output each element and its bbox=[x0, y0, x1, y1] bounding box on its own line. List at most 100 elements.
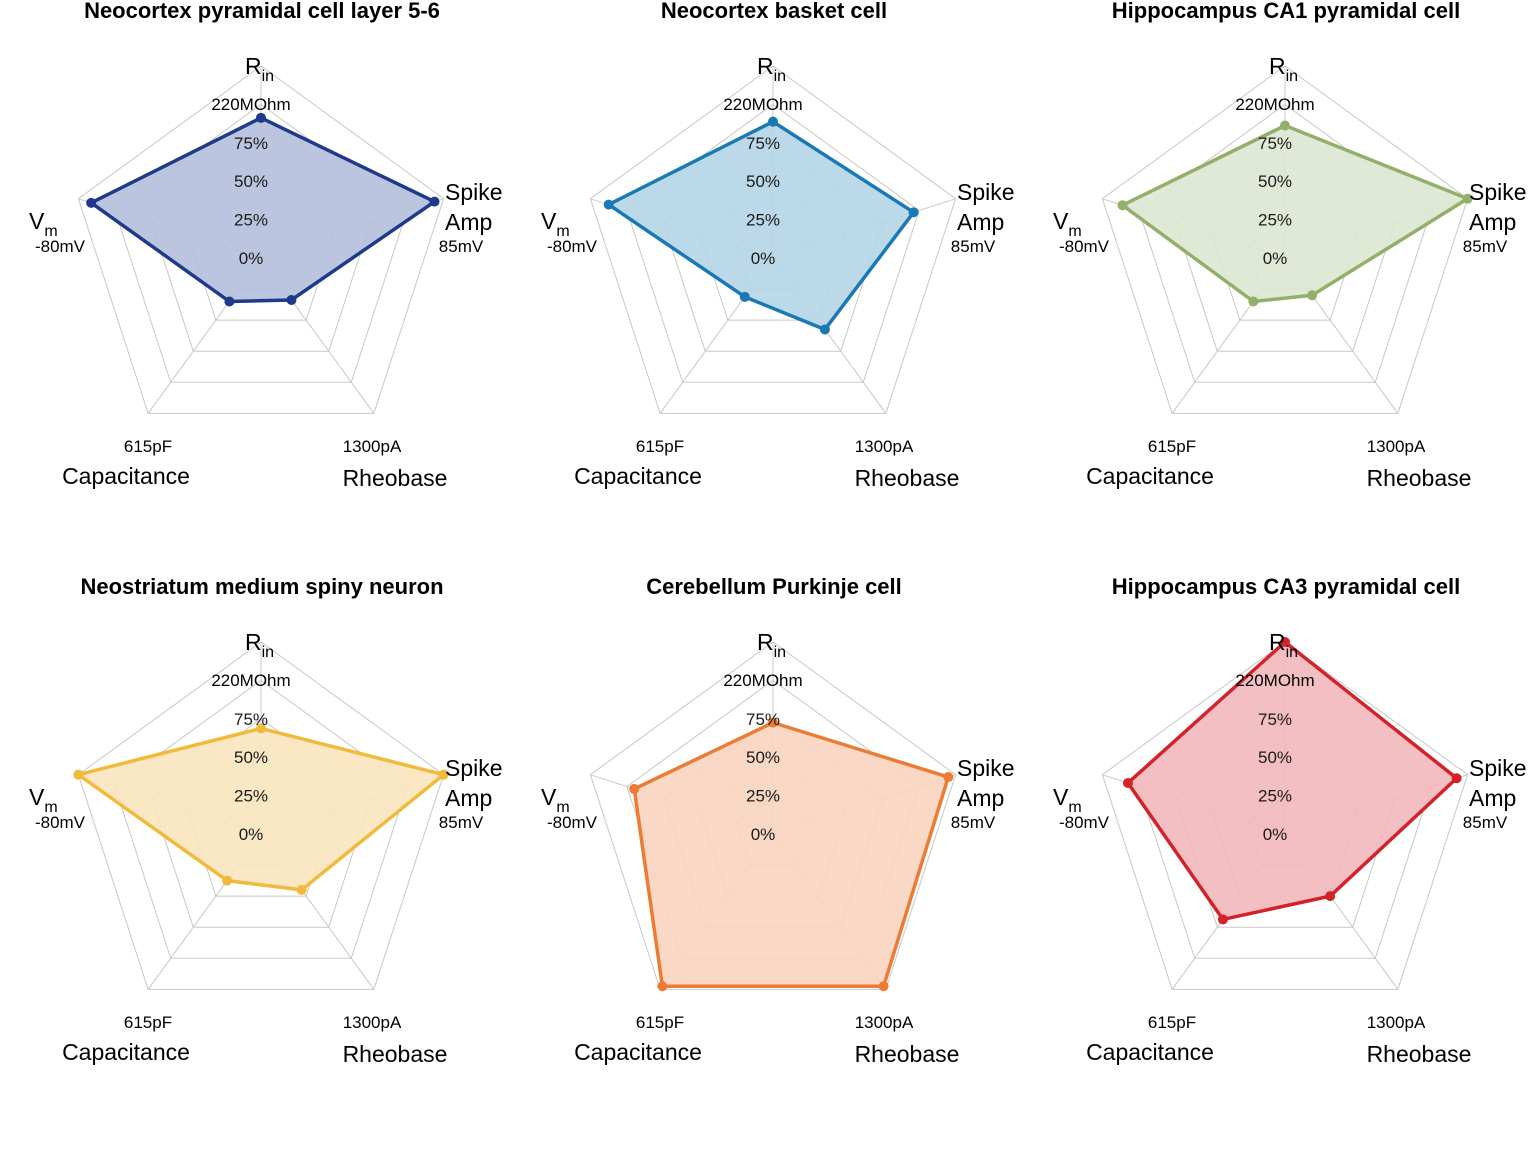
data-point-3 bbox=[819, 324, 830, 335]
axis-max-label: 85mV bbox=[439, 237, 484, 256]
axis-name-sub: m bbox=[44, 799, 57, 816]
series-polygon bbox=[89, 116, 437, 304]
axis-name-sub: m bbox=[556, 223, 569, 240]
data-point-4 bbox=[657, 981, 668, 992]
axis-name-main: V bbox=[541, 784, 557, 810]
tick-label: 50% bbox=[746, 748, 780, 767]
axis-max-label: 1300pA bbox=[855, 437, 914, 456]
axis-max-label: 220MOhm bbox=[211, 671, 290, 690]
axis-max-label: 1300pA bbox=[1367, 437, 1426, 456]
data-point-1 bbox=[256, 112, 266, 123]
grid-ring-5 bbox=[77, 65, 445, 414]
axis-max-label: 1300pA bbox=[343, 437, 402, 456]
axis-max-label: 220MOhm bbox=[1235, 95, 1314, 114]
data-point-4 bbox=[222, 875, 233, 886]
data-point-3 bbox=[286, 294, 297, 305]
tick-label: 25% bbox=[234, 787, 268, 806]
axis-max-label: 615pF bbox=[124, 437, 172, 456]
axis-name-rin: Rin bbox=[245, 629, 274, 661]
axis-max-label: -80mV bbox=[35, 813, 86, 832]
axis-max-label: 85mV bbox=[1463, 813, 1508, 832]
tick-label: 50% bbox=[746, 172, 780, 191]
data-point-1 bbox=[768, 116, 778, 127]
tick-label: 75% bbox=[1258, 710, 1292, 729]
axis-max-label: 85mV bbox=[951, 813, 996, 832]
radar-panel-2: Neocortex basket cell 0% 25% 50% 75% 220MOhm 8… bbox=[541, 0, 1015, 491]
axis-name-main: V bbox=[29, 208, 45, 234]
data-point-4 bbox=[1248, 296, 1259, 307]
tick-label: 0% bbox=[239, 249, 264, 268]
series-polygon bbox=[76, 726, 446, 892]
panel-title: Neostriatum medium spiny neuron bbox=[80, 574, 443, 599]
axis-name-amp: Amp bbox=[957, 785, 1004, 811]
data-point-5 bbox=[86, 197, 97, 208]
axis-max-label: -80mV bbox=[35, 237, 86, 256]
axis-name-main: R bbox=[1269, 53, 1286, 79]
axis-name-amp: Amp bbox=[957, 209, 1004, 235]
axis-name-spike: Spike bbox=[1469, 755, 1527, 781]
data-point-4 bbox=[1217, 914, 1228, 925]
axis-name-vm: Vm bbox=[1053, 208, 1082, 240]
axis-name-sub: in bbox=[774, 644, 786, 661]
data-point-5 bbox=[629, 783, 640, 794]
axis-name-rin: Rin bbox=[1269, 629, 1298, 661]
axis-name-main: V bbox=[1053, 208, 1069, 234]
tick-label: 50% bbox=[234, 748, 268, 767]
axis-name-main: R bbox=[245, 53, 262, 79]
data-point-1 bbox=[1280, 637, 1290, 647]
axis-name-main: R bbox=[757, 629, 774, 655]
axis-name-rheobase: Rheobase bbox=[343, 1041, 448, 1067]
axis-name-spike: Spike bbox=[1469, 179, 1527, 205]
data-point-5 bbox=[603, 199, 614, 210]
data-point-2 bbox=[438, 769, 449, 780]
axis-name-sub: m bbox=[556, 799, 569, 816]
axis-max-label: 615pF bbox=[636, 1013, 684, 1032]
data-point-2 bbox=[943, 772, 954, 783]
axis-name-vm: Vm bbox=[29, 208, 58, 240]
tick-label: 50% bbox=[1258, 748, 1292, 767]
axis-name-main: V bbox=[29, 784, 45, 810]
axis-name-rin: Rin bbox=[245, 53, 274, 85]
axis-name-rin: Rin bbox=[757, 629, 786, 661]
data-point-1 bbox=[1280, 120, 1290, 131]
tick-label: 0% bbox=[751, 249, 776, 268]
axis-name-sub: in bbox=[262, 644, 274, 661]
axis-name-capacitance: Capacitance bbox=[62, 463, 190, 489]
tick-label: 0% bbox=[1263, 825, 1288, 844]
axis-max-label: 85mV bbox=[951, 237, 996, 256]
series-polygon bbox=[632, 720, 951, 988]
data-point-1 bbox=[768, 717, 778, 728]
axis-name-capacitance: Capacitance bbox=[574, 463, 702, 489]
axis-name-sub: in bbox=[1286, 644, 1298, 661]
axis-name-sub: in bbox=[774, 68, 786, 85]
tick-label: 50% bbox=[1258, 172, 1292, 191]
axis-name-vm: Vm bbox=[29, 784, 58, 816]
axis-max-label: 220MOhm bbox=[723, 95, 802, 114]
axis-max-label: 1300pA bbox=[1367, 1013, 1426, 1032]
data-point-2 bbox=[1462, 193, 1473, 204]
grid-ring-5 bbox=[589, 65, 957, 414]
tick-label: 25% bbox=[1258, 787, 1292, 806]
axis-name-capacitance: Capacitance bbox=[1086, 1039, 1214, 1065]
axis-name-main: V bbox=[541, 208, 557, 234]
axis-name-main: R bbox=[1269, 629, 1286, 655]
panel-title: Hippocampus CA1 pyramidal cell bbox=[1112, 0, 1460, 23]
data-point-5 bbox=[1122, 777, 1133, 788]
axis-max-label: 85mV bbox=[1463, 237, 1508, 256]
tick-label: 0% bbox=[1263, 249, 1288, 268]
axis-max-label: 1300pA bbox=[855, 1013, 914, 1032]
tick-label: 0% bbox=[751, 825, 776, 844]
panel-title: Neocortex pyramidal cell layer 5-6 bbox=[84, 0, 440, 23]
axis-name-spike: Spike bbox=[957, 179, 1015, 205]
panel-title: Hippocampus CA3 pyramidal cell bbox=[1112, 574, 1460, 599]
axis-max-label: 220MOhm bbox=[211, 95, 290, 114]
data-point-5 bbox=[73, 769, 84, 780]
axis-max-label: 220MOhm bbox=[723, 671, 802, 690]
axis-name-vm: Vm bbox=[541, 784, 570, 816]
axis-name-rheobase: Rheobase bbox=[1367, 1041, 1472, 1067]
axis-name-rheobase: Rheobase bbox=[1367, 465, 1472, 491]
axis-name-main: R bbox=[757, 53, 774, 79]
axis-name-capacitance: Capacitance bbox=[1086, 463, 1214, 489]
grid-ring-5 bbox=[1101, 65, 1469, 414]
tick-label: 0% bbox=[239, 825, 264, 844]
